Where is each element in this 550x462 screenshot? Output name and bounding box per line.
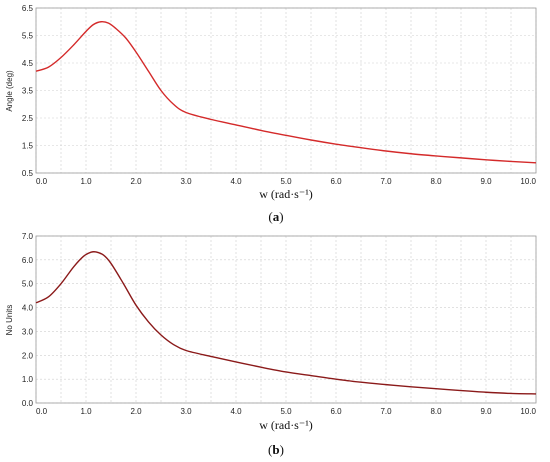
x-tick-label: 1.0 <box>80 407 92 416</box>
x-tick-label: 2.0 <box>130 177 142 186</box>
panel-label-b: (b) <box>268 442 284 457</box>
y-tick-label: 6.0 <box>22 256 34 265</box>
chart-panel-b: 0.0 1.0 2.0 3.0 4.0 5.0 6.0 7.0 0.0 1.0 2.0 3.0 4.0… <box>5 232 537 457</box>
y-tick-labels-a: 0.5 1.5 2.5 3.5 4.5 5.5 6.5 <box>22 4 34 178</box>
x-tick-label: 3.0 <box>180 177 192 186</box>
x-tick-label: 10.0 <box>520 177 536 186</box>
y-tick-label: 5.0 <box>22 280 34 289</box>
y-tick-label: 3.5 <box>22 87 34 96</box>
y-tick-label: 0.5 <box>22 169 34 178</box>
x-tick-label: 1.0 <box>80 177 92 186</box>
plot-frame-a <box>35 7 537 174</box>
x-tick-label: 10.0 <box>520 407 536 416</box>
y-tick-label: 6.5 <box>22 4 34 13</box>
y-tick-label: 4.5 <box>22 59 34 68</box>
x-tick-label: 5.0 <box>280 407 292 416</box>
y-tick-label: 1.5 <box>22 142 34 151</box>
y-tick-labels-b: 0.0 1.0 2.0 3.0 4.0 5.0 6.0 7.0 <box>22 232 34 408</box>
y-axis-label-b: No Units <box>5 305 14 336</box>
y-axis-label-a: Angle (deg) <box>5 70 14 112</box>
x-tick-label: 6.0 <box>330 407 342 416</box>
grid-b <box>35 235 537 404</box>
chart-panel-a: 0.5 1.5 2.5 3.5 4.5 5.5 6.5 0.0 1.0 2.0 3.0 4.0 5.0… <box>5 4 537 224</box>
x-tick-labels-a: 0.0 1.0 2.0 3.0 4.0 5.0 6.0 7.0 8.0 9.0 10.0 <box>36 177 537 186</box>
x-tick-label: 6.0 <box>330 177 342 186</box>
x-tick-label: 8.0 <box>430 177 442 186</box>
x-axis-label-a: w (rad·s⁻¹) <box>259 187 313 201</box>
x-tick-label: 5.0 <box>280 177 292 186</box>
x-tick-label: 4.0 <box>230 407 242 416</box>
x-tick-label: 8.0 <box>430 407 442 416</box>
x-axis-label-b: w (rad·s⁻¹) <box>259 418 313 432</box>
y-tick-label: 1.0 <box>22 375 34 384</box>
x-tick-label: 7.0 <box>380 177 392 186</box>
x-tick-label: 2.0 <box>130 407 142 416</box>
y-tick-label: 2.0 <box>22 351 34 360</box>
y-tick-label: 5.5 <box>22 32 34 41</box>
y-tick-label: 3.0 <box>22 327 34 336</box>
x-tick-label: 0.0 <box>36 177 48 186</box>
x-tick-label: 7.0 <box>380 407 392 416</box>
series-line-b <box>35 250 537 395</box>
y-tick-label: 7.0 <box>22 232 34 241</box>
plot-frame-b <box>35 235 537 404</box>
x-tick-label: 0.0 <box>36 407 48 416</box>
x-tick-label: 9.0 <box>480 407 492 416</box>
y-tick-label: 0.0 <box>22 399 34 408</box>
x-tick-label: 9.0 <box>480 177 492 186</box>
x-tick-label: 4.0 <box>230 177 242 186</box>
y-tick-label: 4.0 <box>22 304 34 313</box>
x-tick-label: 3.0 <box>180 407 192 416</box>
x-tick-labels-b: 0.0 1.0 2.0 3.0 4.0 5.0 6.0 7.0 8.0 9.0 10.0 <box>36 407 537 416</box>
y-tick-label: 2.5 <box>22 114 34 123</box>
grid-a <box>35 7 537 174</box>
series-line-a <box>35 20 537 164</box>
panel-label-a: (a) <box>268 209 283 224</box>
